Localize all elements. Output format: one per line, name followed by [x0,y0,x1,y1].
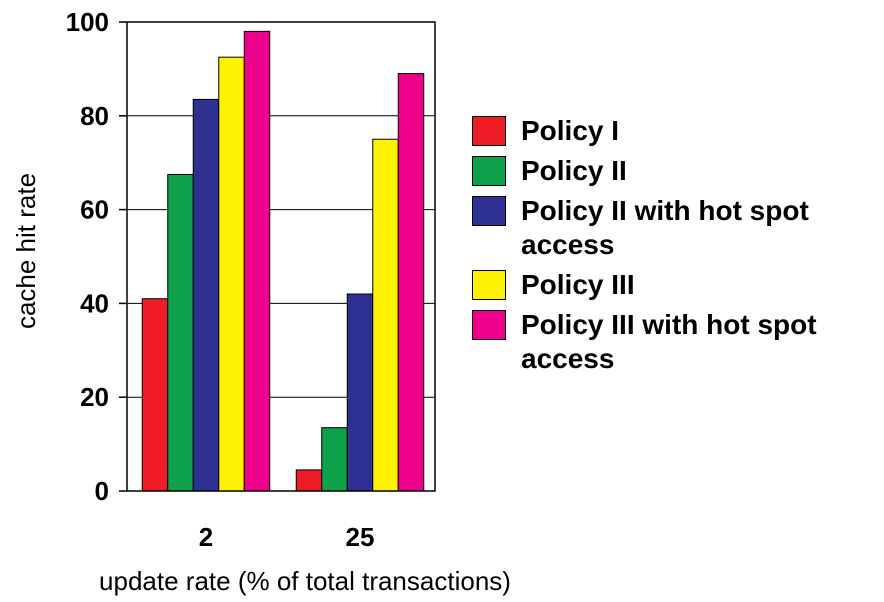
y-tick-labels: 0 20 40 60 80 100 [66,7,109,506]
legend-swatch [472,116,506,146]
legend-label: Policy II [521,155,627,186]
plot-frame [126,21,436,492]
legend-swatch [472,196,506,226]
bars [141,30,425,492]
legend-item: Policy II with hot spot access [472,194,882,262]
bar [321,427,348,492]
legend-label: Policy I [521,115,620,146]
y-tick-label: 80 [80,101,109,131]
x-tick-labels: 2 25 [199,522,375,552]
legend-label: Policy III [521,269,635,300]
bar [192,98,220,492]
y-tick-label: 40 [80,288,109,318]
y-axis-title: cache hit rate [11,173,41,329]
legend-swatch [472,156,506,186]
legend-swatch [472,270,506,300]
y-tick-label: 100 [66,7,109,37]
bar [295,469,323,492]
legend-item: Policy I [472,114,882,148]
x-axis-title: update rate (% of total transactions) [99,566,511,596]
legend-swatch [472,310,506,340]
legend-label: Policy II with hot spot access [521,195,809,260]
bar [167,173,194,492]
x-tick-label: 25 [346,522,375,552]
legend: Policy I Policy II Policy II with hot spot… [472,114,882,382]
y-tick-label: 0 [95,476,109,506]
bar [218,56,245,492]
y-tick-label: 60 [80,195,109,225]
bar [372,138,399,492]
x-tick-label: 2 [199,522,213,552]
bar [397,73,425,492]
legend-label: Policy III with hot spot access [521,309,817,374]
legend-item: Policy III [472,268,882,302]
y-tick-label: 20 [80,382,109,412]
bar [346,293,374,492]
legend-item: Policy II [472,154,882,188]
legend-item: Policy III with hot spot access [472,308,882,376]
bar [141,298,169,492]
bar [243,30,271,492]
